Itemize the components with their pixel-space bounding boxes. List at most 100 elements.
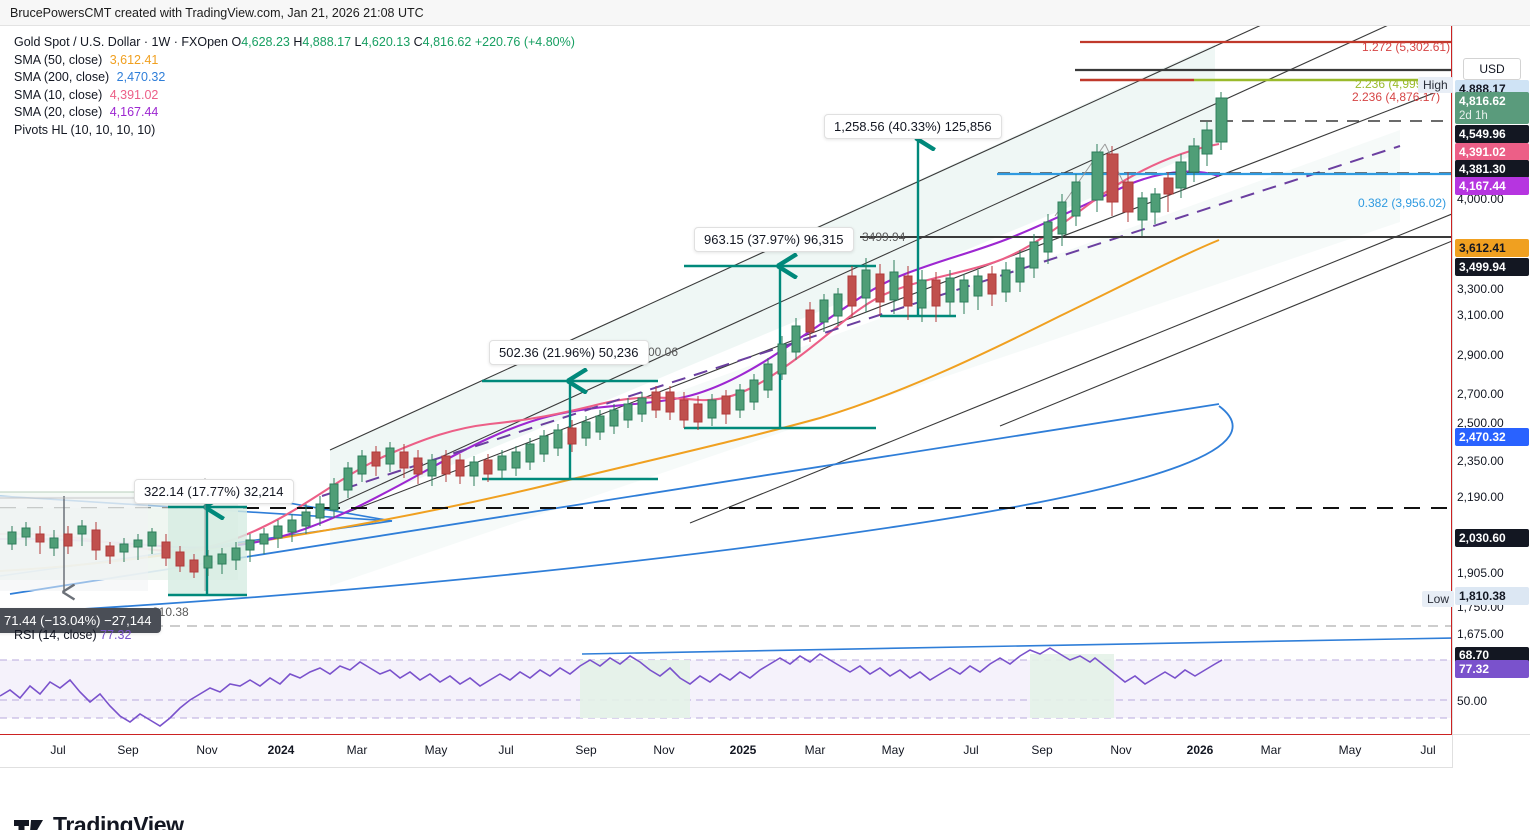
chart-canvas: [0, 26, 1451, 727]
price-tick-1905: 1,905.00: [1457, 566, 1504, 580]
legend-pivots-label: Pivots HL (10, 10, 10, 10): [14, 122, 156, 137]
inline-price-3499: 3499.94: [862, 230, 906, 244]
price-pill-last-value: 4,816.62: [1459, 94, 1506, 108]
time-tick-jul-2025: Jul: [963, 743, 979, 757]
fib-label-2236-olive: 2.236 (4,999: [1355, 77, 1423, 91]
price-tick-2700: 2,700.00: [1457, 387, 1504, 401]
time-tick-nov-2025: Nov: [1110, 743, 1132, 757]
legend-change: +220.76 (+4.80%): [474, 35, 575, 49]
time-axis[interactable]: Jul Sep Nov 2024 Mar May Jul Sep Nov 202…: [0, 734, 1452, 768]
price-tick-2900: 2,900.00: [1457, 348, 1504, 362]
time-tick-jul-2024: Jul: [498, 743, 514, 757]
time-tick-sep-2025: Sep: [1031, 743, 1053, 757]
measurement-label-1[interactable]: 1,258.56 (40.33%) 125,856: [824, 114, 1002, 139]
chart-frame: Gold Spot / U.S. Dollar · 1W · FXOpen O4…: [0, 26, 1530, 830]
time-tick-may-2025: May: [881, 743, 905, 757]
fib-label-0382: 0.382 (3,956.02): [1358, 196, 1447, 210]
time-tick-2025: 2025: [729, 743, 757, 757]
time-tick-mar-2025: Mar: [804, 743, 826, 757]
price-pill-4381: 4,381.30: [1455, 160, 1529, 178]
legend-ohlc-high: 4,888.17: [302, 35, 352, 49]
legend-sma20-row[interactable]: SMA (20, close) 4,167.44: [14, 104, 575, 122]
legend-symbol-row[interactable]: Gold Spot / U.S. Dollar · 1W · FXOpen O4…: [14, 34, 575, 52]
price-pill-low: 1,810.38: [1455, 587, 1529, 605]
fib-label-1272: 1.272 (5,302.61): [1362, 40, 1451, 54]
legend-sma50-value: 3,612.41: [109, 52, 159, 67]
price-plot-area[interactable]: Gold Spot / U.S. Dollar · 1W · FXOpen O4…: [0, 26, 1452, 734]
time-axis-corner: [1452, 734, 1530, 768]
time-tick-sep-2023: Sep: [117, 743, 139, 757]
price-tick-2500: 2,500.00: [1457, 416, 1504, 430]
measurement-label-5[interactable]: 71.44 (−13.04%) −27,144: [0, 608, 162, 633]
price-tick-4000: 4,000.00: [1457, 192, 1504, 206]
price-tick-1675: 1,675.00: [1457, 627, 1504, 641]
time-tick-nov-2024: Nov: [653, 743, 675, 757]
legend-sma20-label: SMA (20, close): [14, 105, 103, 119]
legend-sma10-value: 4,391.02: [109, 87, 159, 102]
time-tick-may-2026: May: [1338, 743, 1362, 757]
price-axis[interactable]: USD 4,000.00 3,300.00 3,100.00 2,900.00 …: [1452, 26, 1530, 761]
time-tick-mar-2026: Mar: [1260, 743, 1282, 757]
time-tick-jul-2026: Jul: [1420, 743, 1436, 757]
legend-ohlc-close-label: C: [413, 35, 423, 49]
legend-sma50-row[interactable]: SMA (50, close) 3,612.41: [14, 52, 575, 70]
pivot-low-tag: Low: [1422, 591, 1455, 607]
fib-label-2236-red: 2.236 (4,876.17): [1352, 90, 1441, 104]
legend-sma20-value: 4,167.44: [109, 105, 159, 119]
time-tick-jul-2023: Jul: [50, 743, 66, 757]
rsi-pill-value: 77.32: [1455, 660, 1529, 678]
legend-sma200-value: 2,470.32: [116, 70, 166, 84]
legend-ohlc-low-label: L: [354, 35, 362, 49]
time-tick-may-2024: May: [424, 743, 448, 757]
time-tick-sep-2024: Sep: [575, 743, 597, 757]
legend-sma50-label: SMA (50, close): [14, 52, 103, 67]
price-pill-sma10: 4,391.02: [1455, 143, 1529, 161]
legend-sma10-label: SMA (10, close): [14, 87, 103, 102]
rsi-pill-6870: 68.70: [1455, 647, 1529, 663]
price-tick-2350: 2,350.00: [1457, 454, 1504, 468]
time-tick-2024: 2024: [267, 743, 295, 757]
price-pill-last[interactable]: 4,816.62 2d 1h: [1455, 92, 1529, 124]
attribution-bar: BrucePowersCMT created with TradingView.…: [0, 0, 1530, 26]
legend-sma200-row[interactable]: SMA (200, close) 2,470.32: [14, 69, 575, 87]
price-pill-countdown: 2d 1h: [1459, 110, 1488, 122]
legend-symbol-label: Gold Spot / U.S. Dollar · 1W · FXOpen: [14, 35, 228, 49]
price-pill-sma200: 2,470.32: [1455, 428, 1529, 446]
inline-price-0006: 00.06: [648, 345, 679, 359]
price-pill-4549: 4,549.96: [1455, 125, 1529, 143]
price-tick-2190: 2,190.00: [1457, 490, 1504, 504]
legend-ohlc-open-label: O: [231, 35, 242, 49]
legend-ohlc-high-label: H: [293, 35, 303, 49]
tradingview-brand-label: TradingView: [53, 812, 184, 830]
time-tick-2026: 2026: [1186, 743, 1214, 757]
time-tick-nov-2023: Nov: [196, 743, 218, 757]
price-pill-sma20: 4,167.44: [1455, 177, 1529, 195]
rsi-legend[interactable]: RSI (14, close) 77.32: [14, 628, 131, 642]
price-pill-3499: 3,499.94: [1455, 258, 1529, 276]
price-tick-3300: 3,300.00: [1457, 282, 1504, 296]
legend-pivots-row[interactable]: Pivots HL (10, 10, 10, 10): [14, 122, 575, 140]
price-tick-3100: 3,100.00: [1457, 308, 1504, 322]
measurement-label-2[interactable]: 963.15 (37.97%) 96,315: [694, 227, 854, 252]
tradingview-footer[interactable]: TradingView: [14, 812, 184, 830]
pivot-high-tag: High: [1418, 77, 1453, 93]
legend-ohlc-open: 4,628.23: [241, 35, 290, 49]
price-pill-sma50: 3,612.41: [1455, 239, 1529, 257]
tradingview-logo-icon: [14, 819, 43, 830]
inline-price-81038: 810.38: [152, 605, 189, 619]
time-tick-mar-2024: Mar: [346, 743, 368, 757]
chart-legend: Gold Spot / U.S. Dollar · 1W · FXOpen O4…: [14, 34, 575, 139]
rsi-legend-value: 77.32: [100, 628, 132, 642]
legend-ohlc-low: 4,620.13: [361, 35, 411, 49]
rsi-legend-label: RSI (14, close): [14, 628, 97, 642]
currency-selector[interactable]: USD: [1463, 58, 1521, 80]
rsi-panel: [0, 625, 1451, 727]
rsi-tick-50: 50.00: [1457, 694, 1488, 708]
legend-sma10-row[interactable]: SMA (10, close) 4,391.02: [14, 87, 575, 105]
price-pill-2030: 2,030.60: [1455, 529, 1529, 547]
measurement-label-4[interactable]: 322.14 (17.77%) 32,214: [134, 479, 294, 504]
legend-sma200-label: SMA (200, close): [14, 70, 110, 84]
measurement-label-3[interactable]: 502.36 (21.96%) 50,236: [489, 340, 649, 365]
legend-ohlc-close: 4,816.62: [422, 35, 472, 49]
